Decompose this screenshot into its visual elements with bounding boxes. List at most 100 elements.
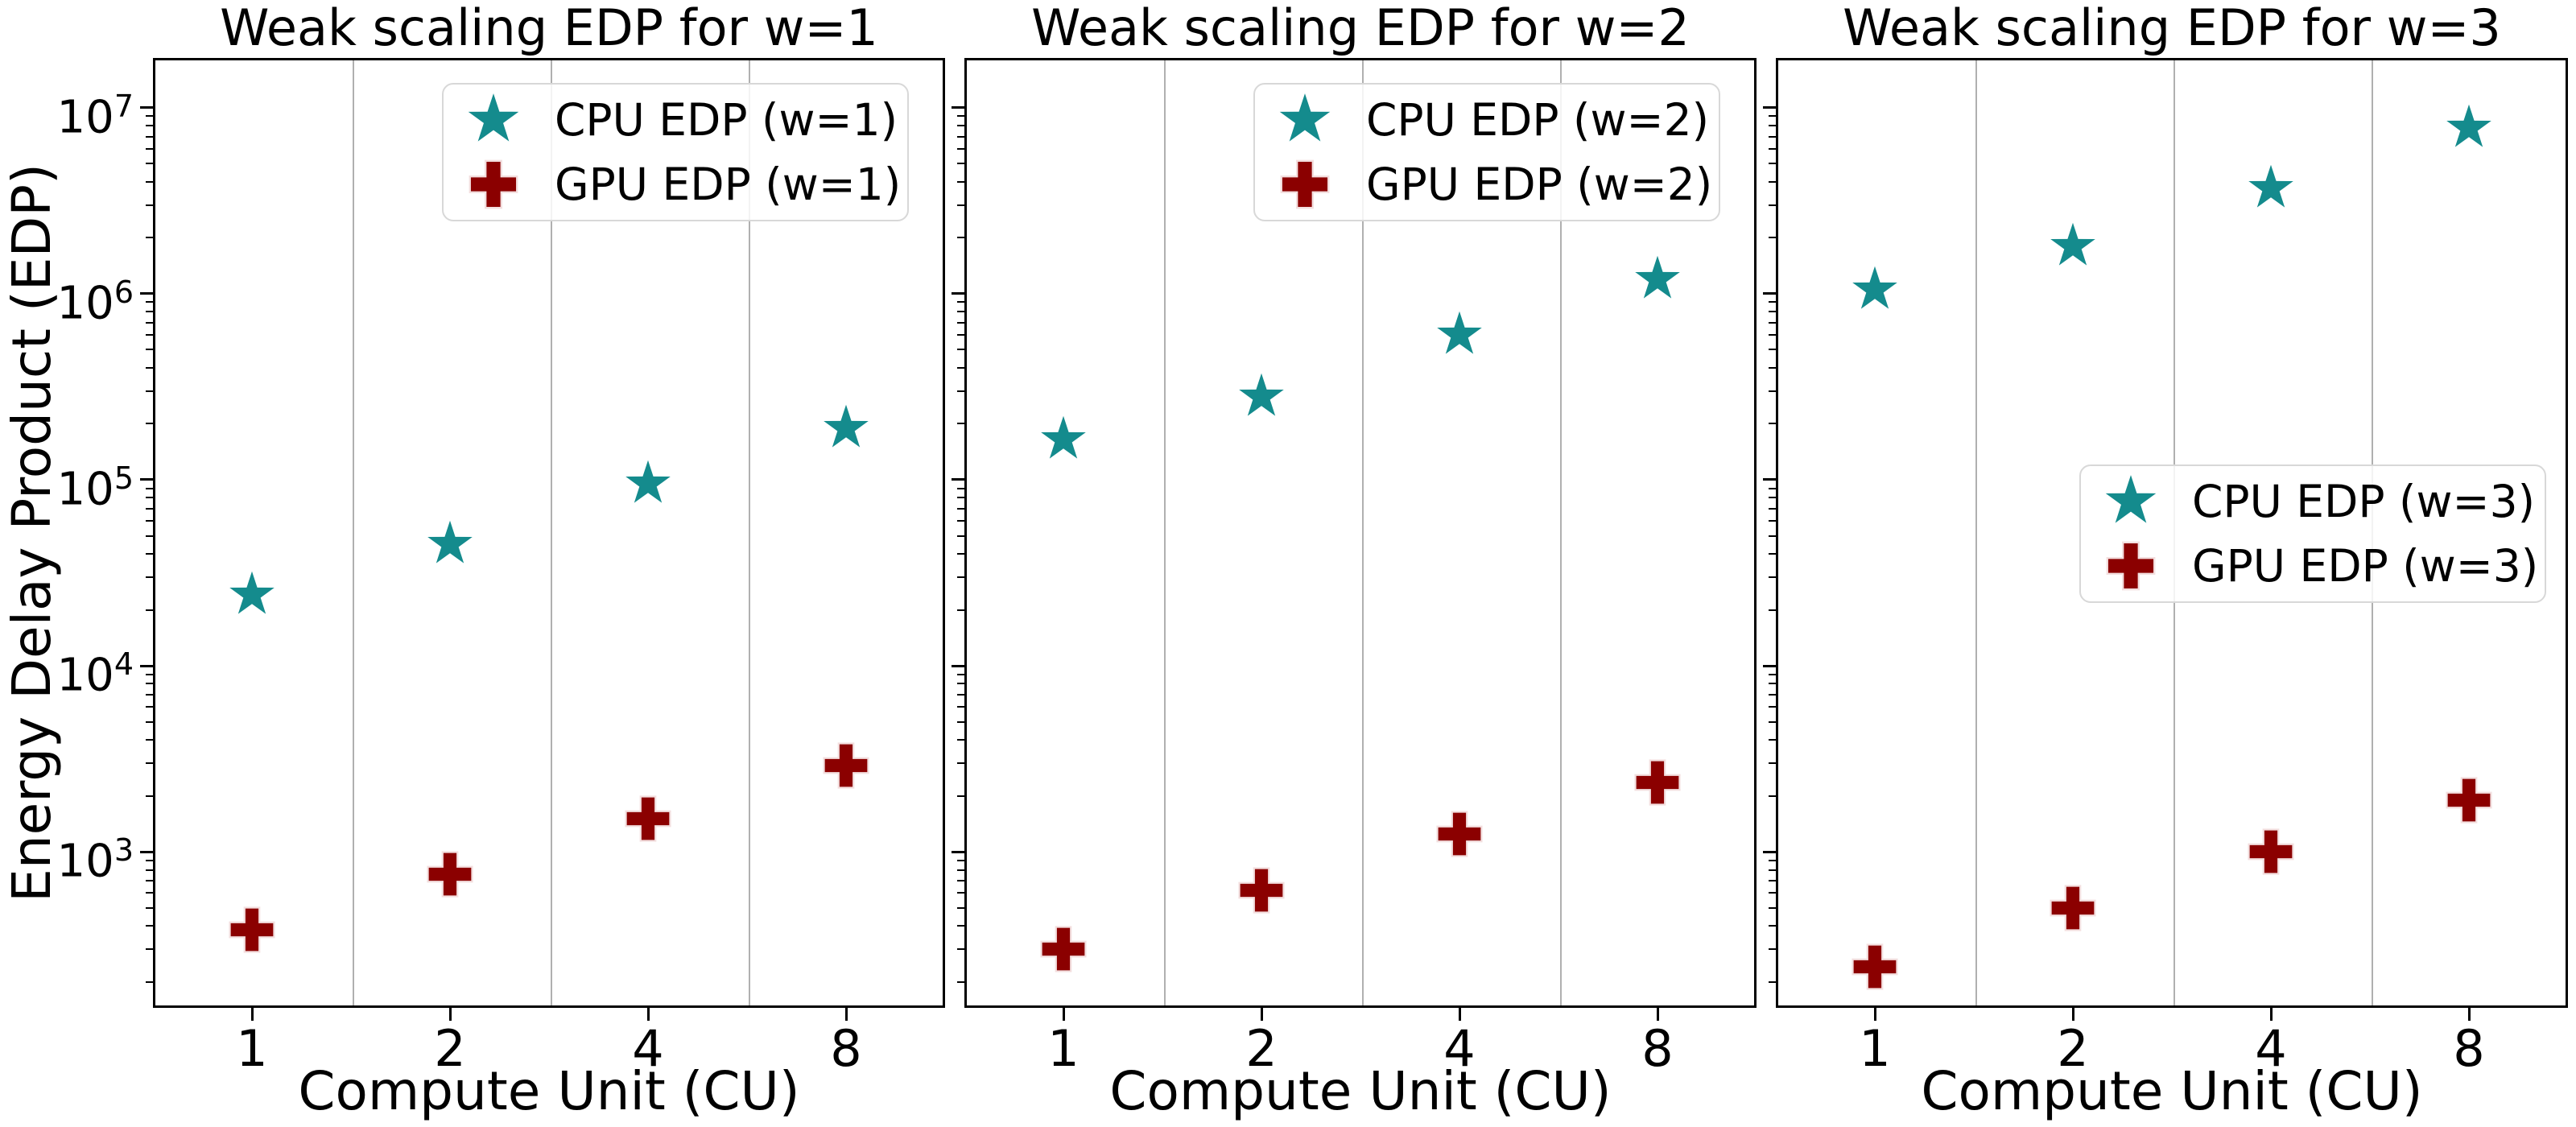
x-major-tick bbox=[448, 1008, 452, 1021]
cpu-star-marker bbox=[824, 404, 869, 448]
gpu-plus-marker bbox=[2446, 777, 2492, 824]
y-major-tick bbox=[140, 106, 153, 109]
legend-item: GPU EDP (w=1) bbox=[444, 155, 907, 213]
legend-item: GPU EDP (w=2) bbox=[1255, 155, 1719, 213]
x-major-tick bbox=[1656, 1008, 1659, 1021]
y-minor-tick bbox=[957, 204, 964, 206]
y-tick-label: 103 bbox=[13, 828, 134, 885]
y-minor-tick bbox=[957, 366, 964, 369]
y-minor-tick bbox=[957, 980, 964, 983]
gridline bbox=[1975, 60, 1977, 1005]
gpu-plus-marker-legend bbox=[469, 159, 518, 209]
cpu-legend-star-icon bbox=[464, 91, 522, 149]
y-minor-tick bbox=[146, 879, 153, 881]
cpu-star-marker bbox=[2248, 164, 2293, 208]
legend-item: CPU EDP (w=3) bbox=[2081, 473, 2545, 530]
y-major-tick bbox=[1763, 292, 1776, 295]
legend: CPU EDP (w=1) GPU EDP (w=1) bbox=[442, 83, 909, 221]
y-minor-tick bbox=[146, 311, 153, 313]
legend-item-label: CPU EDP (w=1) bbox=[555, 94, 898, 146]
y-minor-tick bbox=[957, 237, 964, 239]
y-tick-exponent: 4 bbox=[114, 646, 134, 683]
gpu-plus-marker-legend bbox=[2106, 541, 2156, 591]
y-minor-tick bbox=[1769, 334, 1776, 336]
gpu-plus-marker bbox=[427, 851, 473, 898]
y-minor-tick bbox=[1769, 497, 1776, 499]
y-minor-tick bbox=[146, 349, 153, 351]
y-minor-tick bbox=[1769, 520, 1776, 522]
y-tick-exponent: 7 bbox=[114, 88, 134, 124]
legend-item-label: CPU EDP (w=2) bbox=[1366, 94, 1710, 146]
x-tick-label: 2 bbox=[2057, 1019, 2089, 1078]
legend-item: CPU EDP (w=1) bbox=[444, 91, 907, 149]
gridline bbox=[551, 60, 552, 1005]
x-major-tick bbox=[2467, 1008, 2471, 1021]
y-minor-tick bbox=[146, 535, 153, 537]
x-major-tick bbox=[2071, 1008, 2074, 1021]
legend-item: GPU EDP (w=3) bbox=[2081, 537, 2545, 595]
gpu-plus-marker bbox=[1634, 759, 1681, 806]
y-minor-tick bbox=[957, 762, 964, 764]
y-minor-tick bbox=[957, 311, 964, 313]
gpu-plus-marker bbox=[1040, 926, 1087, 972]
legend-item-label: GPU EDP (w=3) bbox=[2192, 540, 2539, 592]
y-minor-tick bbox=[146, 706, 153, 708]
y-minor-tick bbox=[146, 366, 153, 369]
y-minor-tick bbox=[1769, 683, 1776, 685]
y-minor-tick bbox=[1769, 535, 1776, 537]
y-minor-tick bbox=[957, 609, 964, 611]
x-major-tick bbox=[1458, 1008, 1461, 1021]
y-minor-tick bbox=[1769, 720, 1776, 723]
y-minor-tick bbox=[1769, 906, 1776, 909]
y-minor-tick bbox=[957, 390, 964, 392]
y-minor-tick bbox=[146, 390, 153, 392]
y-minor-tick bbox=[1769, 423, 1776, 425]
cpu-star-marker bbox=[625, 460, 671, 503]
cpu-star-marker-legend bbox=[2105, 475, 2157, 523]
y-minor-tick bbox=[146, 204, 153, 206]
y-minor-tick bbox=[957, 334, 964, 336]
y-minor-tick bbox=[957, 487, 964, 489]
gpu-plus-marker bbox=[1238, 867, 1285, 914]
cpu-star-marker-legend bbox=[1279, 93, 1331, 142]
y-minor-tick bbox=[957, 552, 964, 555]
y-minor-tick bbox=[1769, 321, 1776, 324]
y-minor-tick bbox=[957, 892, 964, 894]
y-major-tick bbox=[140, 850, 153, 853]
y-minor-tick bbox=[1769, 576, 1776, 578]
y-major-tick bbox=[952, 478, 964, 481]
subplot-w1: CPU EDP (w=1) GPU EDP (w=1) bbox=[153, 58, 945, 1008]
y-minor-tick bbox=[1769, 148, 1776, 151]
y-minor-tick bbox=[146, 487, 153, 489]
legend: CPU EDP (w=2) GPU EDP (w=2) bbox=[1253, 83, 1720, 221]
y-major-tick bbox=[140, 664, 153, 667]
y-minor-tick bbox=[1769, 609, 1776, 611]
y-minor-tick bbox=[957, 163, 964, 165]
y-minor-tick bbox=[957, 576, 964, 578]
y-tick-base: 10 bbox=[56, 835, 114, 888]
y-tick-exponent: 5 bbox=[114, 460, 134, 496]
y-minor-tick bbox=[146, 693, 153, 696]
y-minor-tick bbox=[1769, 879, 1776, 881]
y-minor-tick bbox=[146, 301, 153, 303]
gridline bbox=[749, 60, 750, 1005]
y-minor-tick bbox=[957, 795, 964, 797]
gridline bbox=[1164, 60, 1166, 1005]
x-major-tick bbox=[646, 1008, 650, 1021]
y-minor-tick bbox=[146, 237, 153, 239]
legend-item-label: CPU EDP (w=3) bbox=[2192, 476, 2536, 527]
y-major-tick bbox=[140, 292, 153, 295]
y-tick-exponent: 3 bbox=[114, 832, 134, 869]
gridline bbox=[1560, 60, 1562, 1005]
y-minor-tick bbox=[957, 879, 964, 881]
y-minor-tick bbox=[146, 552, 153, 555]
y-tick-label: 106 bbox=[13, 270, 134, 327]
gpu-legend-plus-icon bbox=[1276, 155, 1334, 213]
y-minor-tick bbox=[146, 673, 153, 675]
y-minor-tick bbox=[1769, 552, 1776, 555]
y-minor-tick bbox=[1769, 115, 1776, 118]
y-minor-tick bbox=[1769, 869, 1776, 871]
legend-item: CPU EDP (w=2) bbox=[1255, 91, 1719, 149]
y-minor-tick bbox=[957, 739, 964, 741]
y-minor-tick bbox=[957, 507, 964, 510]
